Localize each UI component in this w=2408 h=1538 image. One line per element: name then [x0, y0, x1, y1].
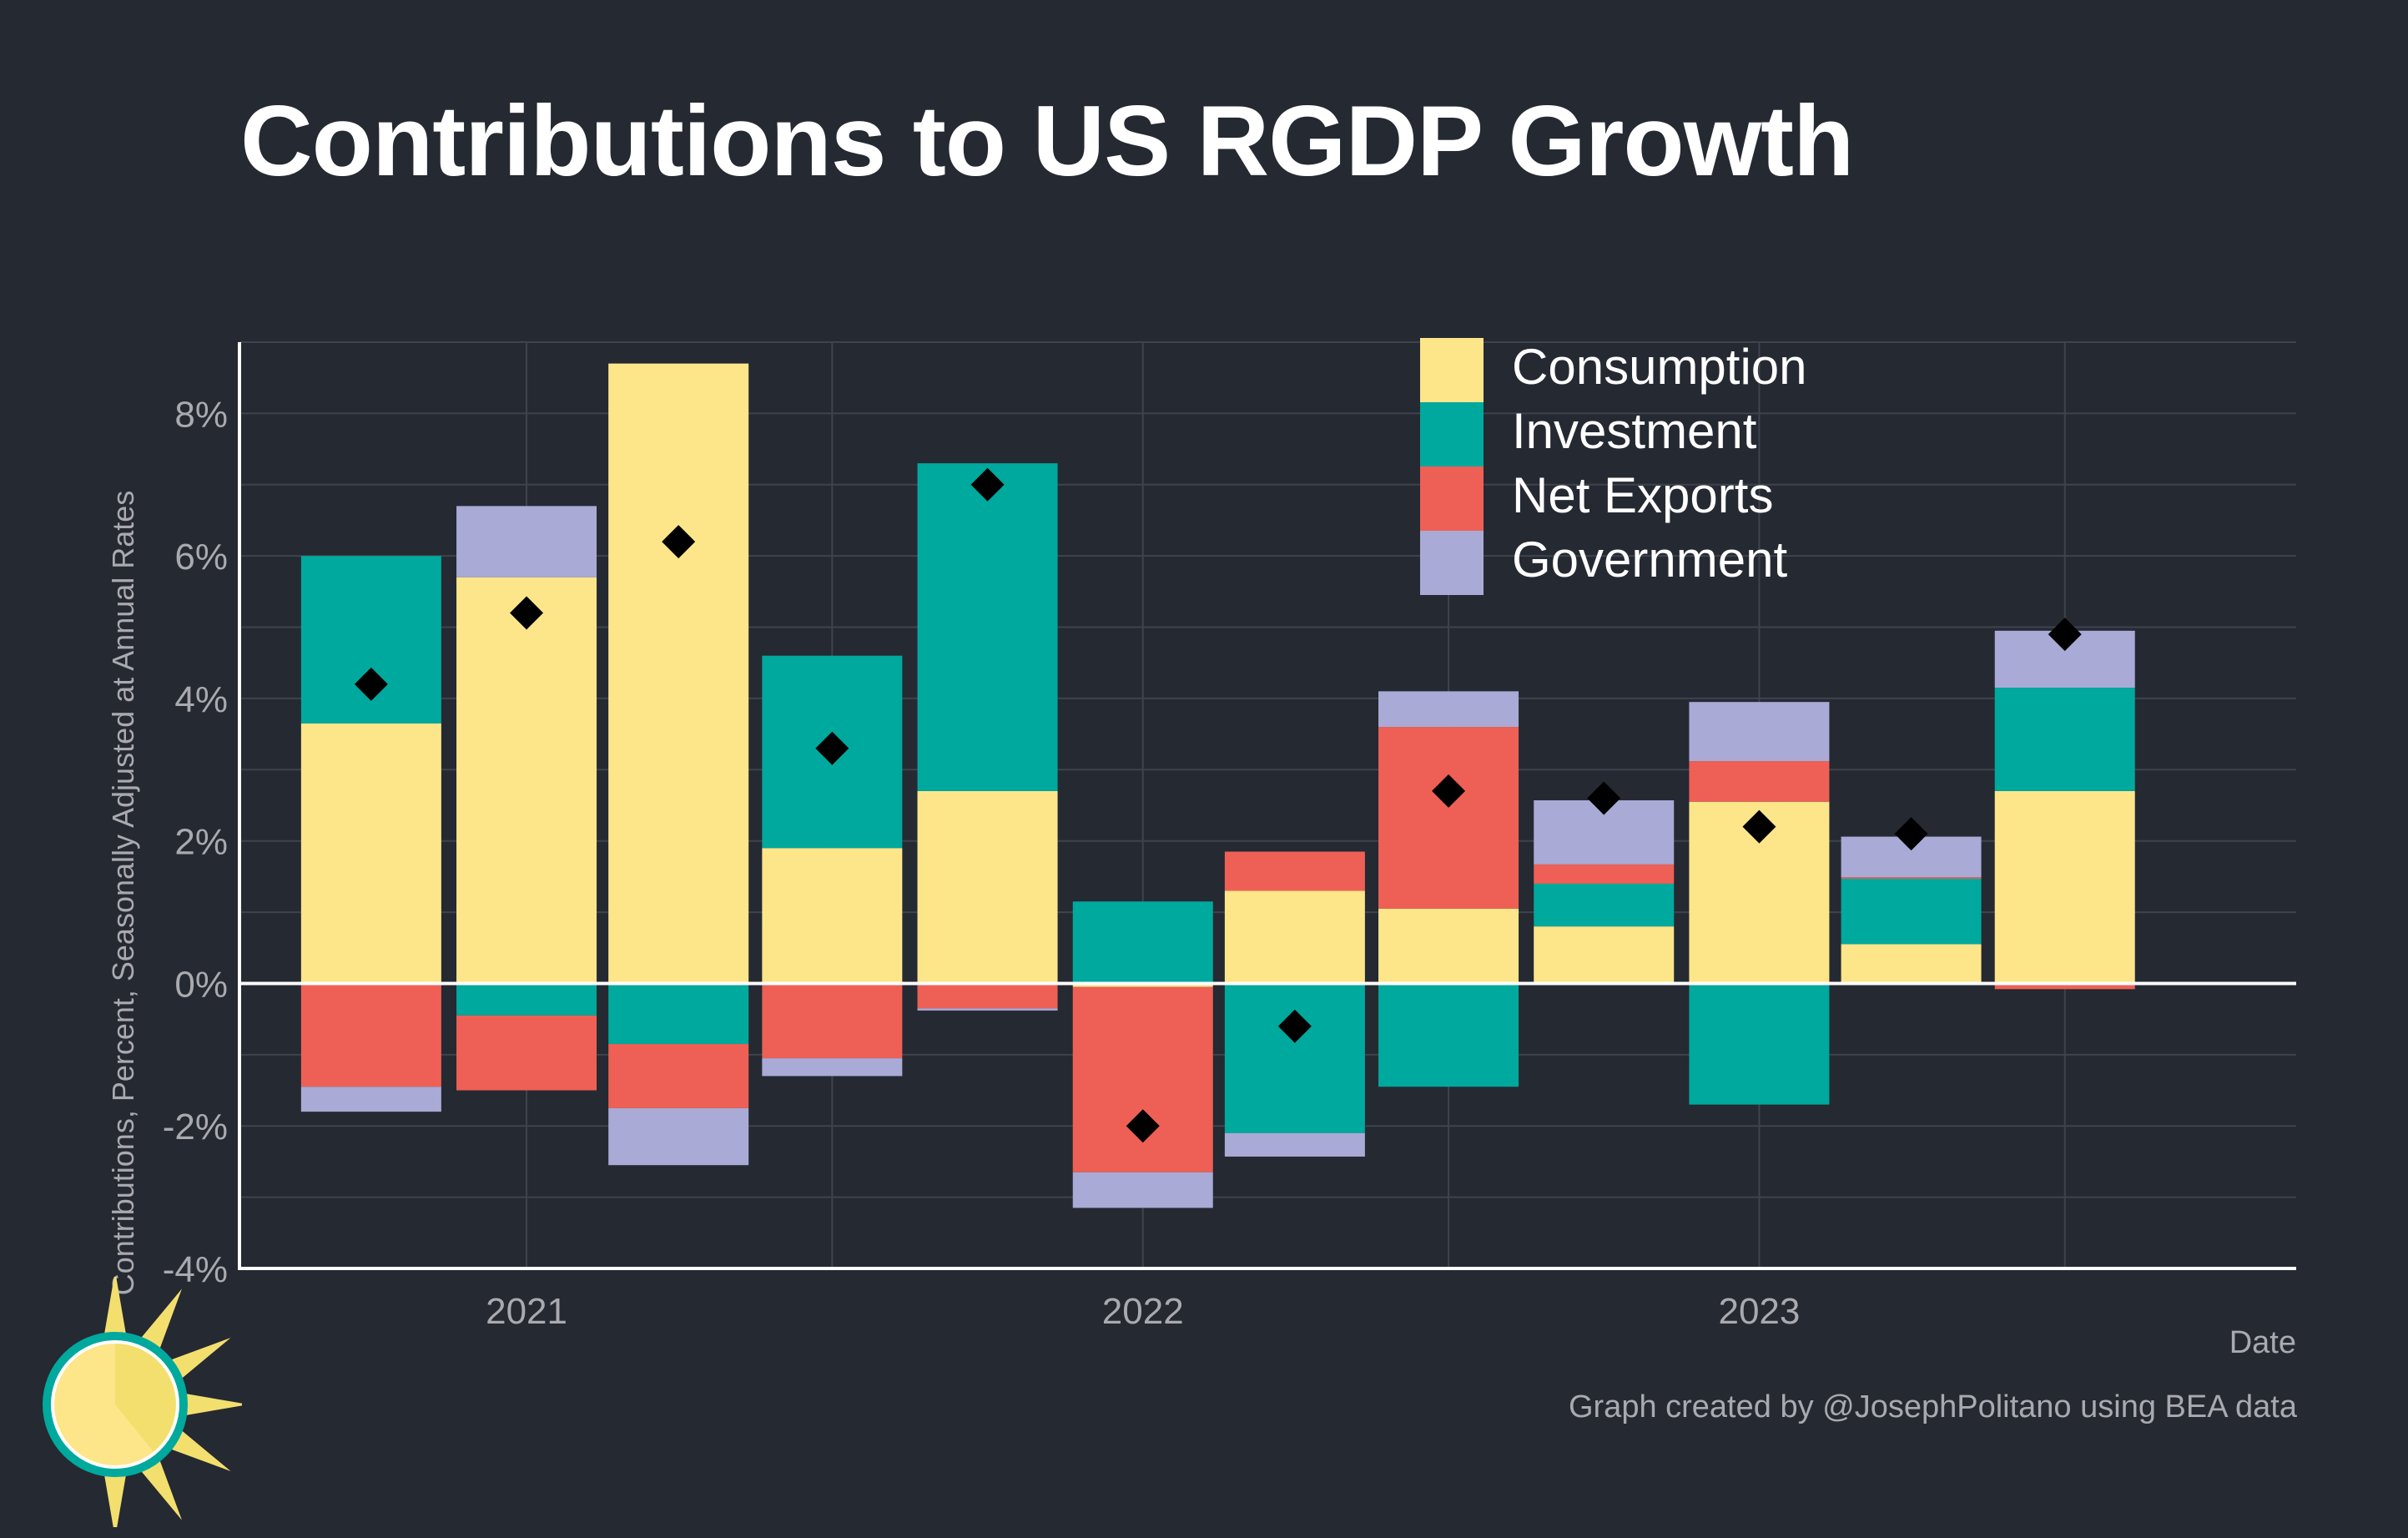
bar-consumption [456, 577, 597, 984]
x-tick-label: 2023 [1718, 1291, 1800, 1332]
bar-consumption [762, 848, 903, 984]
bar-consumption [1994, 790, 2135, 984]
bar-investment [917, 463, 1058, 791]
total-marker [1587, 781, 1621, 815]
x-tick-label: 2022 [1102, 1291, 1184, 1332]
legend-swatch-investment [1420, 402, 1484, 466]
y-tick-label: -2% [163, 1107, 228, 1147]
legend-label: Consumption [1512, 339, 1807, 395]
bar-consumption [1072, 983, 1213, 987]
total-marker [815, 731, 849, 765]
bar-net_exports [1994, 983, 2135, 990]
bar-government [1224, 1132, 1365, 1157]
bar-consumption [1224, 890, 1365, 984]
bar-investment [608, 983, 749, 1045]
y-tick-label: 6% [174, 537, 228, 577]
total-marker [970, 467, 1005, 502]
bar-investment [1994, 688, 2135, 791]
y-tick-label: 4% [174, 679, 228, 720]
bar-consumption [917, 790, 1058, 984]
legend-label: Investment [1512, 403, 1757, 459]
x-tick-label: 2021 [486, 1291, 567, 1332]
bar-consumption [1378, 908, 1519, 984]
bar-net_exports [762, 983, 903, 1059]
tick-labels: -4% -2% 0% 2% 4% 6% 8% 2021 2022 2023 [163, 394, 1801, 1332]
total-marker [2048, 618, 2082, 652]
legend-swatch-consumption [1420, 338, 1484, 402]
total-marker [510, 596, 544, 630]
bar-investment [1534, 883, 1675, 927]
bar-government [1072, 1172, 1213, 1208]
y-tick-label: 8% [174, 394, 228, 435]
total-marker [662, 525, 696, 559]
bar-government [300, 1087, 441, 1112]
bar-net_exports [917, 983, 1058, 1009]
legend-swatch-government [1420, 531, 1484, 595]
bar-investment [1072, 901, 1213, 984]
legend-label: Net Exports [1512, 467, 1773, 523]
bar-investment [1841, 878, 1982, 945]
bar-consumption [1534, 926, 1675, 984]
bar-net_exports [608, 1044, 749, 1108]
bar-consumption [300, 723, 441, 984]
bar-net_exports [456, 1015, 597, 1091]
bars [300, 363, 2135, 1208]
chart-title: Contributions to US RGDP Growth [240, 85, 1854, 197]
total-markers [354, 467, 2082, 1143]
bar-government [762, 1058, 903, 1077]
bar-investment [1689, 983, 1830, 1105]
bar-net_exports [1378, 727, 1519, 909]
bar-investment [1224, 983, 1365, 1133]
bar-consumption [608, 363, 749, 984]
bar-government [1689, 702, 1830, 762]
bar-net_exports [1534, 864, 1675, 884]
bar-government [608, 1107, 749, 1166]
total-marker [354, 667, 388, 701]
bar-government [1378, 691, 1519, 728]
bar-net_exports [1841, 877, 1982, 879]
legend-swatch-net_exports [1420, 466, 1484, 531]
legend-label: Government [1512, 532, 1787, 587]
bar-net_exports [1689, 761, 1830, 802]
bar-net_exports [300, 983, 441, 1087]
bar-net_exports [1224, 851, 1365, 891]
legend: Consumption Investment Net Exports Governme… [1420, 338, 1807, 595]
y-tick-label: -4% [163, 1249, 228, 1290]
y-axis-title: Contributions, Percent, Seasonally Adjus… [106, 491, 140, 1296]
total-marker [1277, 1009, 1312, 1043]
total-marker [1742, 809, 1776, 844]
source-credit: Graph created by @JosephPolitano using B… [1568, 1389, 2297, 1425]
x-axis-title: Date [2229, 1325, 2296, 1360]
bar-government [456, 506, 597, 577]
y-tick-label: 2% [174, 822, 228, 863]
bar-net_exports [1072, 986, 1213, 1172]
bar-investment [1378, 983, 1519, 1087]
y-tick-label: 0% [174, 964, 228, 1005]
total-marker [1894, 817, 1928, 851]
bar-investment [456, 983, 597, 1016]
axes [238, 342, 2296, 1270]
total-marker [1432, 774, 1466, 808]
sun-logo-icon [43, 1277, 242, 1527]
total-marker [1126, 1109, 1160, 1143]
bar-consumption [1841, 944, 1982, 984]
bar-government [917, 1008, 1058, 1011]
